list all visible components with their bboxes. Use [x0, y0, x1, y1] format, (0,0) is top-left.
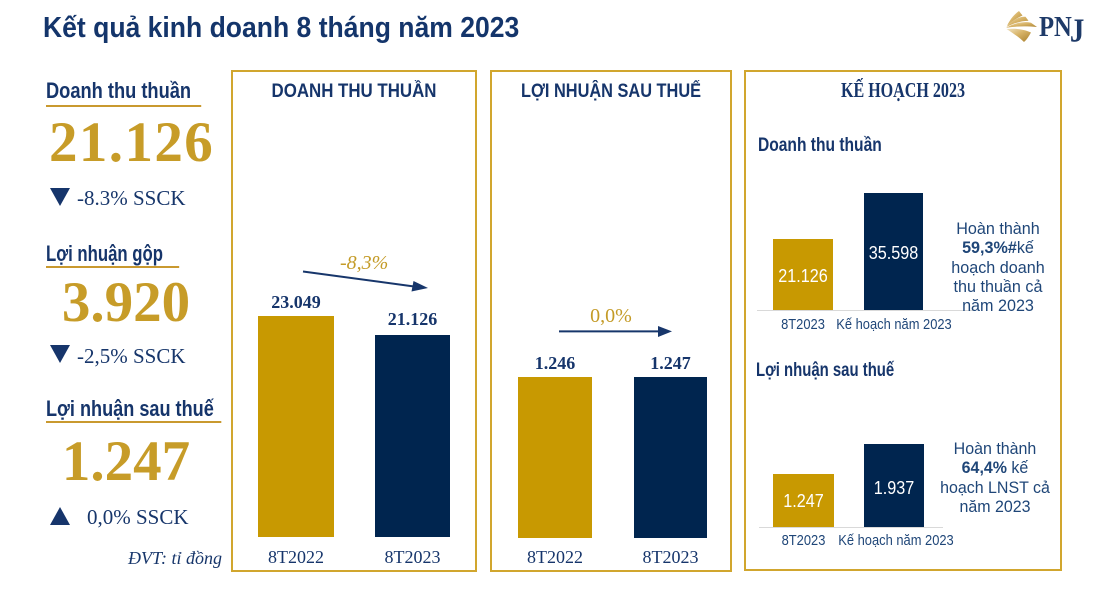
svg-text:PN: PN — [1039, 10, 1072, 42]
svg-text:J: J — [1070, 11, 1084, 49]
